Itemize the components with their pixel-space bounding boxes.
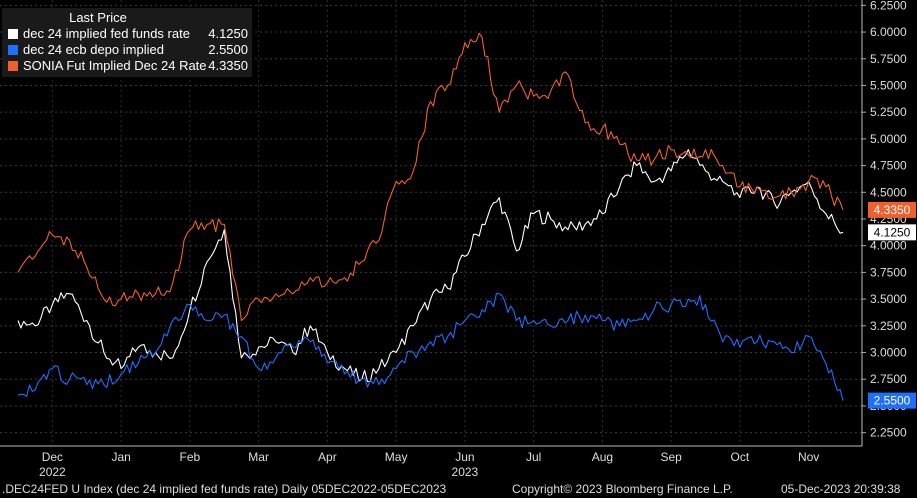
legend-entry-sonia: SONIA Fut Implied Dec 24 Rate 4.3350 [8,58,248,74]
chart-footer: .DEC24FED U Index (dec 24 implied fed fu… [0,480,917,498]
y-tick-label: 4.0000 [870,239,907,253]
y-tick-label: 3.2500 [870,319,907,333]
y-tick-label: 2.2500 [870,426,907,440]
y-tick-label: 2.7500 [870,372,907,386]
x-tick-label: Feb [180,450,201,464]
legend-label-sonia: SONIA Fut Implied Dec 24 Rate [23,58,207,73]
chart-legend: Last Price dec 24 implied fed funds rate… [2,8,252,77]
x-tick-label: Oct [731,450,750,464]
x-tick-label: Jul [526,450,541,464]
y-tick-label: 3.7500 [870,265,907,279]
y-tick-label: 3.5000 [870,292,907,306]
series-line [17,293,844,401]
footer-copyright: Copyright© 2023 Bloomberg Finance L.P. [512,482,733,496]
last-value-label: 2.5500 [874,394,911,408]
y-tick-label: 5.0000 [870,132,907,146]
legend-value-fed: 4.1250 [208,26,248,41]
series-line [17,149,844,383]
legend-value-sonia: 4.3350 [208,58,248,73]
legend-label-fed: dec 24 implied fed funds rate [23,26,190,41]
legend-swatch-fed [8,29,18,39]
footer-ticker: .DEC24FED U Index (dec 24 implied fed fu… [2,482,447,496]
y-tick-label: 4.7500 [870,159,907,173]
last-value-tag [868,392,916,409]
legend-title: Last Price [69,10,127,25]
x-tick-label: Apr [318,450,337,464]
y-tick-label: 3.0000 [870,346,907,360]
y-tick-label: 5.5000 [870,78,907,92]
x-year-label: 2022 [39,465,66,479]
y-tick-label: 5.2500 [870,105,907,119]
last-value-label: 4.3350 [874,203,911,217]
x-year-label: 2023 [452,465,479,479]
x-tick-label: Dec [42,450,63,464]
x-tick-label: Jan [111,450,130,464]
footer-timestamp: 05-Dec-2023 20:39:38 [781,482,901,496]
legend-entry-fed: dec 24 implied fed funds rate 4.1250 [8,26,248,42]
x-tick-label: Aug [592,450,613,464]
y-tick-label: 6.0000 [870,25,907,39]
series-line [17,32,844,322]
legend-swatch-sonia [8,61,18,71]
y-tick-label: 4.5000 [870,185,907,199]
x-tick-label: May [385,450,408,464]
x-tick-label: Jun [455,450,474,464]
last-value-tag [868,224,916,241]
legend-swatch-ecb [8,45,18,55]
line-chart: 2.25002.50002.75003.00003.25003.50003.75… [0,0,916,479]
y-tick-label: 6.2500 [870,0,907,12]
legend-value-ecb: 2.5500 [208,42,248,57]
x-tick-label: Sep [660,450,682,464]
legend-label-ecb: dec 24 ecb depo implied [23,42,164,57]
last-value-tag [868,201,916,218]
x-tick-label: Mar [248,450,269,464]
y-tick-label: 5.7500 [870,52,907,66]
legend-entry-ecb: dec 24 ecb depo implied 2.5500 [8,42,248,58]
x-tick-label: Nov [798,450,819,464]
last-value-label: 4.1250 [874,225,911,239]
